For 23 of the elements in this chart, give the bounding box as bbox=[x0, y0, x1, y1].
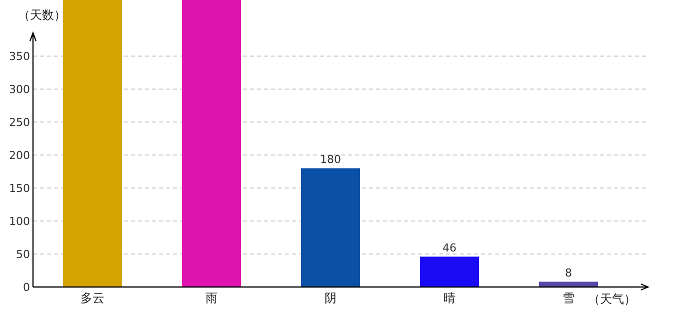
x-axis-title: （天气） bbox=[588, 292, 636, 306]
y-tick-label: 350 bbox=[9, 50, 30, 64]
bar bbox=[301, 168, 360, 287]
x-tick-label: 晴 bbox=[444, 291, 456, 305]
bar bbox=[539, 282, 598, 287]
x-tick-label: 阴 bbox=[324, 291, 336, 305]
y-axis-title: （天数） bbox=[18, 8, 66, 22]
y-tick-label: 300 bbox=[9, 83, 30, 96]
x-tick-label: 雨 bbox=[206, 291, 218, 305]
bar bbox=[420, 256, 479, 287]
y-tick-label: 100 bbox=[9, 215, 30, 228]
x-tick-label: 雪 bbox=[562, 291, 574, 305]
data-label: 180 bbox=[320, 153, 341, 166]
y-tick-label: 250 bbox=[9, 116, 30, 130]
data-label: 8 bbox=[565, 266, 572, 280]
bar bbox=[63, 0, 122, 287]
y-tick-label: 200 bbox=[9, 149, 30, 162]
bar bbox=[182, 0, 241, 287]
x-tick-label: 多云 bbox=[80, 291, 104, 305]
data-label: 46 bbox=[442, 242, 456, 255]
y-tick-label: 150 bbox=[9, 182, 30, 196]
y-tick-label: 0 bbox=[23, 281, 30, 294]
y-tick-label: 50 bbox=[16, 248, 30, 262]
